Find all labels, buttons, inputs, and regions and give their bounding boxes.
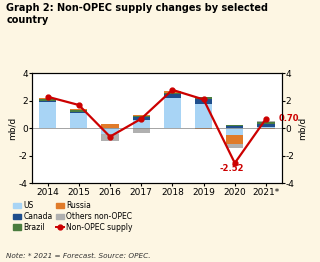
Bar (70, 111, 87, 112)
Text: Note: * 2021 = Forecast. Source: OPEC.: Note: * 2021 = Forecast. Source: OPEC. (6, 253, 151, 259)
Bar (39, 101, 56, 102)
Bar (226, 126, 244, 128)
Text: -2.52: -2.52 (220, 164, 244, 173)
Bar (39, 102, 56, 128)
Bar (195, 128, 212, 129)
Bar (257, 124, 275, 127)
Bar (132, 117, 150, 120)
Bar (164, 94, 181, 98)
Text: Graph 2: Non-OPEC supply changes by selected
country: Graph 2: Non-OPEC supply changes by sele… (6, 3, 268, 25)
Bar (39, 100, 56, 101)
Bar (70, 112, 87, 113)
Bar (257, 127, 275, 128)
Bar (226, 135, 244, 144)
Text: 0.70: 0.70 (279, 114, 300, 123)
Bar (70, 113, 87, 128)
Bar (132, 120, 150, 128)
Bar (226, 128, 244, 135)
Bar (132, 128, 150, 133)
Y-axis label: mb/d: mb/d (7, 117, 16, 140)
Bar (164, 91, 181, 93)
Bar (226, 125, 244, 126)
Bar (257, 122, 275, 124)
Bar (39, 98, 56, 100)
Bar (195, 100, 212, 103)
Bar (132, 115, 150, 116)
Bar (195, 97, 212, 100)
Bar (226, 144, 244, 148)
Bar (164, 98, 181, 128)
Y-axis label: mb/d: mb/d (297, 117, 307, 140)
Bar (257, 121, 275, 122)
Bar (101, 124, 119, 128)
Bar (195, 103, 212, 128)
Bar (164, 93, 181, 94)
Bar (257, 128, 275, 129)
Bar (132, 116, 150, 117)
Bar (70, 109, 87, 111)
Bar (101, 134, 119, 141)
Bar (101, 128, 119, 134)
Legend: US, Canada, Brazil, Russia, Others non-OPEC, Non-OPEC supply: US, Canada, Brazil, Russia, Others non-O… (10, 198, 136, 234)
